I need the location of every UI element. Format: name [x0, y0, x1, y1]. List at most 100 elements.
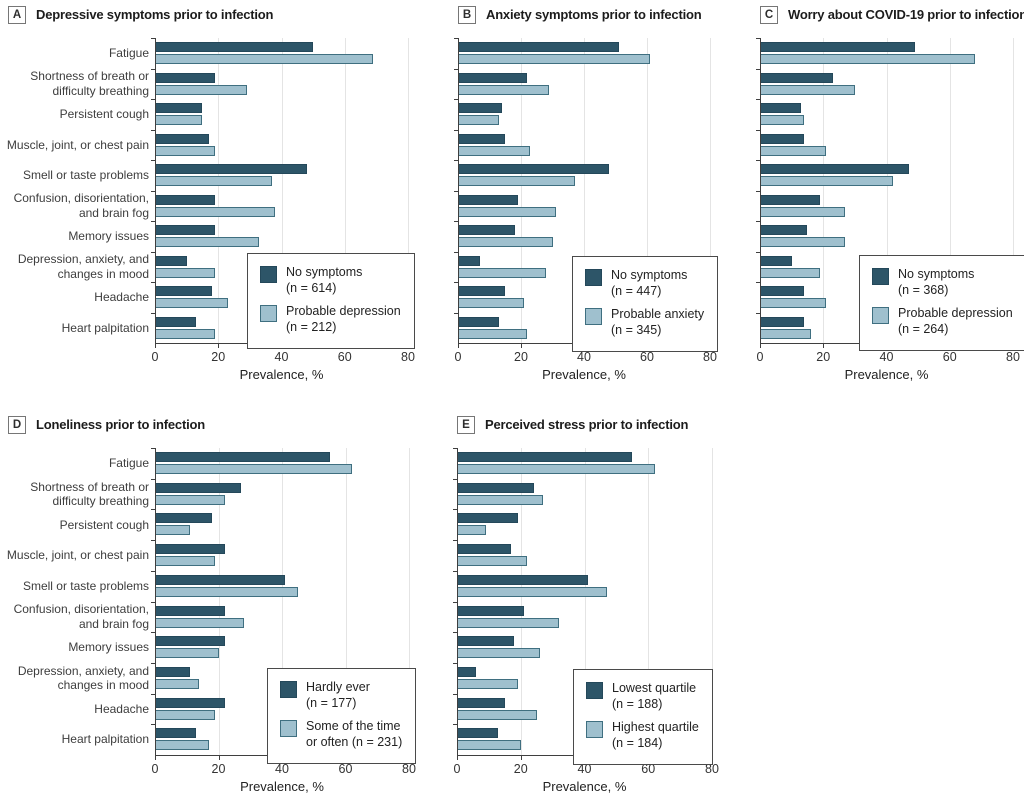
legend-label: Lowest quartile (n = 188) [612, 681, 697, 711]
x-tick-label: 0 [454, 350, 462, 364]
x-tick-label: 20 [211, 350, 226, 364]
gridline-80 [712, 448, 713, 755]
x-tick-label: 20 [211, 762, 226, 776]
category-tick [151, 663, 155, 664]
bar-series1 [458, 42, 619, 52]
bar-series1 [458, 256, 481, 266]
gridline-20 [521, 38, 522, 343]
bar-series2 [155, 268, 216, 278]
legend-label: No symptoms (n = 447) [611, 268, 688, 298]
category-tick [756, 252, 760, 253]
x-axis-title: Prevalence, % [542, 779, 627, 794]
bar-series2 [457, 495, 544, 505]
category-label-line: Fatigue [108, 456, 149, 471]
category-tick [454, 282, 458, 283]
category-tick [454, 252, 458, 253]
bar-series2 [155, 556, 216, 566]
category-label-line: and brain fog [78, 205, 149, 220]
legend-swatch-series1 [260, 266, 277, 283]
legend-label: Hardly ever (n = 177) [306, 680, 370, 710]
bar-series2 [458, 85, 550, 95]
bar-series2 [155, 146, 216, 156]
category-tick [454, 313, 458, 314]
y-axis-line [458, 38, 459, 343]
x-tick-label: 60 [641, 762, 656, 776]
x-axis-tick [155, 344, 156, 348]
category-label-line: Shortness of breath or [30, 479, 149, 494]
gridline-80 [408, 38, 409, 343]
legend-swatch-series1 [585, 269, 602, 286]
y-axis-line [760, 38, 761, 343]
bar-series2 [458, 115, 499, 125]
category-label: Depression, anxiety, and changes in mood [2, 663, 149, 694]
category-label: Heart palpitation [2, 724, 149, 755]
category-tick [454, 160, 458, 161]
x-tick-label: 80 [1006, 350, 1020, 364]
bar-series1 [155, 575, 286, 585]
category-label-line: changes in mood [57, 678, 149, 693]
legend-swatch-series2 [585, 308, 602, 326]
bar-series2 [760, 237, 846, 247]
category-label-line: difficulty breathing [52, 83, 149, 98]
bar-series2 [457, 679, 518, 689]
bar-series1 [155, 256, 187, 266]
panel-title: Worry about COVID-19 prior to infection [788, 7, 1024, 22]
legend-entry: Probable anxiety (n = 345) [585, 307, 704, 338]
category-label: Smell or taste problems [2, 571, 149, 602]
legend-swatch-series2 [280, 720, 297, 738]
category-tick [151, 313, 155, 314]
category-label-line: Smell or taste problems [22, 578, 149, 593]
legend-label: No symptoms (n = 368) [898, 267, 975, 297]
bar-series2 [457, 740, 521, 750]
category-tick [151, 540, 155, 541]
panel-title: Perceived stress prior to infection [485, 417, 689, 432]
category-label: Persistent cough [2, 509, 149, 540]
legend-entry: No symptoms (n = 614) [260, 265, 401, 296]
legend-label: No symptoms (n = 614) [286, 265, 363, 295]
bar-series2 [155, 464, 352, 474]
category-tick [756, 313, 760, 314]
x-tick-label: 80 [705, 762, 719, 776]
legend-label: Probable anxiety (n = 345) [611, 307, 705, 337]
bar-series1 [458, 286, 506, 296]
panel-header: D Loneliness prior to infection [8, 416, 205, 434]
bar-series1 [457, 483, 534, 493]
x-axis-tick [823, 344, 825, 348]
bar-series2 [458, 207, 556, 217]
x-tick-label: 40 [577, 350, 591, 364]
category-label-line: Heart palpitation [61, 320, 149, 335]
bar-series1 [457, 513, 518, 523]
legend-entry: Lowest quartile (n = 188) [586, 681, 699, 712]
bar-series2 [155, 679, 200, 689]
category-tick [151, 130, 155, 131]
bar-series1 [760, 42, 915, 52]
panel-worry-covid: C Worry about COVID-19 prior to infectio… [724, 0, 1024, 404]
bar-series1 [155, 483, 241, 493]
category-label: Depression, anxiety, and changes in mood [2, 252, 149, 283]
bar-series1 [155, 667, 190, 677]
bar-series2 [155, 85, 247, 95]
bar-series2 [155, 648, 219, 658]
gridline-60 [949, 38, 951, 343]
x-tick-label: 0 [151, 762, 159, 776]
category-tick [756, 38, 760, 39]
bar-series2 [155, 587, 298, 597]
category-tick [454, 221, 458, 222]
bar-series1 [457, 698, 505, 708]
x-tick-label: 80 [703, 350, 717, 364]
bar-series1 [760, 286, 805, 296]
gridline-20 [218, 448, 220, 755]
bar-series2 [457, 587, 607, 597]
bar-series1 [155, 452, 330, 462]
bar-series2 [458, 237, 553, 247]
bar-series2 [155, 207, 276, 217]
bar-series2 [155, 237, 260, 247]
x-axis-title: Prevalence, % [542, 367, 626, 382]
category-label: Headache [2, 694, 149, 725]
panel-letter-badge: C [760, 6, 778, 24]
category-tick [756, 221, 760, 222]
category-label: Heart palpitation [2, 313, 149, 344]
legend-box: No symptoms (n = 447) Probable anxiety (n =… [572, 256, 719, 352]
category-tick [454, 69, 458, 70]
bar-series1 [760, 195, 821, 205]
